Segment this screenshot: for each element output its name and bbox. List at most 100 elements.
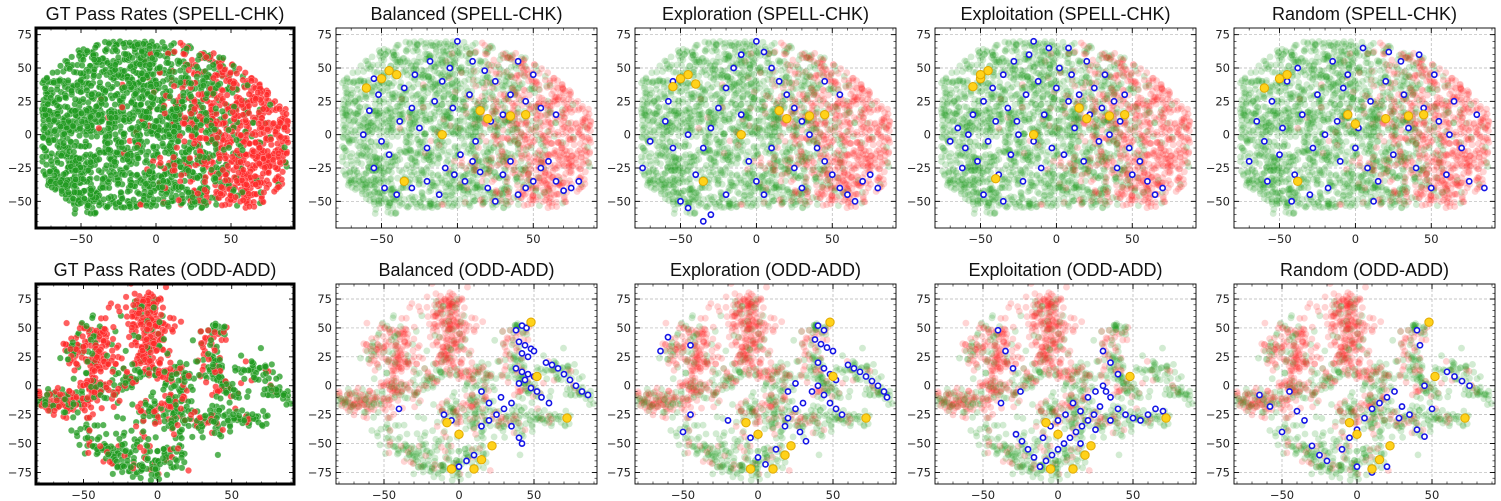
- cloud-point: [539, 131, 547, 139]
- cloud-point: [405, 140, 412, 147]
- cloud-point: [342, 153, 350, 161]
- cloud-point: [44, 100, 52, 108]
- selected-point-blue: [491, 197, 499, 205]
- cloud-point: [412, 158, 419, 166]
- cloud-point: [95, 124, 103, 132]
- cloud-point: [444, 202, 451, 210]
- cloud-point: [251, 172, 259, 180]
- cloud-point: [447, 45, 455, 53]
- cloud-point: [439, 48, 447, 56]
- cloud-point: [343, 74, 351, 82]
- cloud-point: [129, 54, 136, 62]
- cloud-point: [419, 103, 427, 111]
- cloud-point: [347, 94, 355, 102]
- cloud-point: [56, 178, 64, 186]
- cloud-point: [214, 81, 222, 89]
- cloud-point: [283, 150, 290, 157]
- cloud-point: [201, 186, 209, 194]
- cloud-point: [275, 150, 282, 157]
- cloud-point: [142, 113, 150, 121]
- cloud-point: [134, 132, 141, 140]
- cloud-point: [210, 74, 217, 82]
- cloud-point: [221, 177, 229, 184]
- cloud-point: [276, 158, 284, 166]
- cloud-point: [278, 176, 285, 183]
- selected-point-gold: [361, 83, 372, 93]
- cloud-point: [578, 105, 586, 113]
- cloud-point: [454, 117, 462, 125]
- cloud-point: [398, 95, 406, 103]
- y-tick-label: 0: [325, 128, 332, 142]
- cloud-point: [587, 139, 595, 146]
- cloud-point: [71, 188, 78, 196]
- cloud-point: [191, 98, 198, 105]
- y-tick-label: 75: [317, 28, 332, 42]
- cloud-point: [71, 206, 79, 213]
- cloud-point: [203, 90, 211, 97]
- cloud-point: [45, 137, 52, 144]
- cloud-point: [544, 116, 552, 124]
- cloud-point: [156, 64, 163, 72]
- selected-point-blue: [481, 67, 489, 75]
- cloud-point: [85, 142, 93, 150]
- cloud-point: [249, 130, 256, 138]
- cloud-point: [98, 117, 106, 125]
- cloud-point: [71, 107, 79, 115]
- cloud-point: [413, 131, 420, 138]
- selected-point-blue: [469, 157, 476, 165]
- cloud-point: [427, 110, 435, 118]
- cloud-point: [199, 104, 207, 111]
- cloud-point: [87, 210, 94, 217]
- cloud-point: [496, 190, 504, 197]
- selected-point-blue: [426, 57, 434, 65]
- selected-point-blue: [529, 71, 537, 79]
- cloud-point: [104, 124, 112, 132]
- cloud-point: [357, 62, 365, 70]
- cloud-point: [104, 81, 112, 88]
- cloud-point: [379, 62, 386, 69]
- selected-point-blue: [545, 157, 552, 165]
- selected-point-blue: [393, 191, 401, 199]
- cloud-point: [161, 149, 169, 156]
- cloud-point: [159, 177, 167, 185]
- selected-point-blue: [567, 184, 575, 192]
- cloud-point: [96, 79, 104, 86]
- cloud-point: [368, 53, 376, 61]
- cloud-point: [202, 135, 210, 142]
- selected-point-blue: [438, 77, 446, 85]
- cloud-point: [540, 96, 548, 104]
- cloud-point: [433, 90, 440, 98]
- cloud-point: [478, 158, 485, 166]
- cloud-point: [82, 151, 90, 159]
- cloud-point: [272, 164, 279, 171]
- point-cloud: [338, 38, 595, 217]
- cloud-point: [495, 63, 503, 71]
- cloud-point: [111, 158, 118, 166]
- cloud-point: [486, 167, 494, 175]
- cloud-point: [125, 80, 133, 88]
- cloud-point: [202, 109, 210, 117]
- cloud-point: [53, 102, 61, 109]
- cloud-point: [554, 139, 562, 147]
- cloud-point: [168, 193, 176, 201]
- cloud-point: [73, 81, 81, 89]
- cloud-point: [422, 171, 430, 179]
- cloud-point: [43, 74, 51, 82]
- cloud-point: [249, 119, 257, 127]
- cloud-point: [154, 132, 161, 140]
- cloud-point: [551, 130, 559, 138]
- selected-point-gold: [475, 105, 485, 116]
- selected-point-blue: [435, 191, 443, 199]
- cloud-point: [514, 105, 522, 112]
- cloud-point: [535, 177, 543, 185]
- cloud-point: [218, 107, 226, 115]
- cloud-point: [164, 59, 172, 67]
- cloud-point: [123, 164, 130, 171]
- cloud-point: [376, 155, 384, 162]
- cloud-point: [103, 162, 110, 169]
- cloud-point: [173, 144, 181, 152]
- selected-point-blue: [476, 168, 484, 176]
- cloud-point: [567, 152, 575, 160]
- cloud-point: [209, 90, 217, 97]
- cloud-point: [164, 199, 172, 207]
